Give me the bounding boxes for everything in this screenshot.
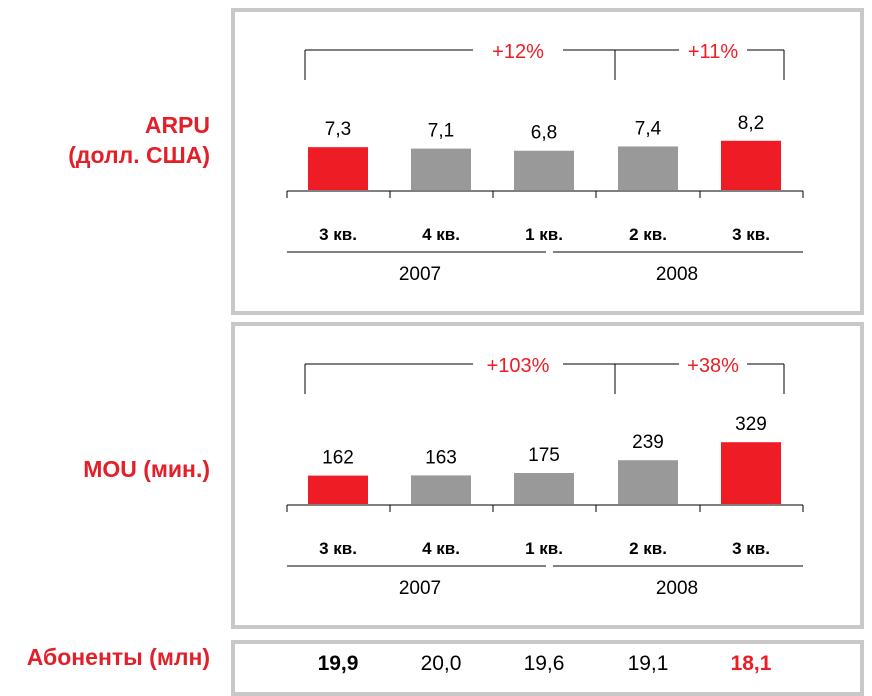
arpu-chart-panel: +12% +11% 7,3 7,1 6,8 7,4 8,2 3 кв. 4 кв. 1 кв. 2 … xyxy=(231,8,864,315)
mou-value-label-1: 163 xyxy=(425,447,457,468)
mou-category-2: 1 кв. xyxy=(525,539,563,558)
arpu-value-label-4: 8,2 xyxy=(738,113,764,134)
subscribers-value-2: 19,6 xyxy=(524,652,565,675)
mou-bar-4 xyxy=(721,442,781,504)
arpu-bar-2 xyxy=(514,150,574,190)
subscribers-row-label: Абоненты (млн) xyxy=(26,644,210,670)
mou-year-label-1: 2008 xyxy=(656,578,698,599)
arpu-bar-1 xyxy=(411,148,471,190)
mou-chart-panel: +103% +38% 162 163 175 239 329 3 кв. 4 кв. 1 кв. 2… xyxy=(231,322,864,629)
subscribers-panel: 19,9 20,0 19,6 19,1 18,1 xyxy=(231,640,864,696)
mou-bar-1 xyxy=(411,475,471,504)
mou-value-label-3: 239 xyxy=(632,432,664,453)
mou-category-3: 2 кв. xyxy=(629,539,667,558)
arpu-year-label-0: 2007 xyxy=(399,264,441,285)
arpu-category-0: 3 кв. xyxy=(319,225,357,244)
mou-growth-label-total: +103% xyxy=(487,355,550,377)
arpu-category-2: 1 кв. xyxy=(525,225,563,244)
mou-value-label-0: 162 xyxy=(322,448,354,469)
arpu-growth-label-total: +12% xyxy=(492,41,544,63)
arpu-row-label: ARPU (долл. США) xyxy=(68,110,210,170)
arpu-label-line2: (долл. США) xyxy=(68,142,210,168)
mou-chart: +103% +38% 162 163 175 239 329 3 кв. 4 кв. 1 кв. 2… xyxy=(286,355,804,599)
arpu-bar-4 xyxy=(721,140,781,190)
mou-value-label-4: 329 xyxy=(735,414,767,435)
arpu-bar-0 xyxy=(308,147,368,190)
arpu-value-label-1: 7,1 xyxy=(428,121,454,142)
arpu-category-1: 4 кв. xyxy=(422,225,460,244)
arpu-value-label-3: 7,4 xyxy=(635,118,662,139)
mou-row-label: MOU (мин.) xyxy=(83,456,210,482)
arpu-year-label-1: 2008 xyxy=(656,264,698,285)
arpu-chart: +12% +11% 7,3 7,1 6,8 7,4 8,2 3 кв. 4 кв. 1 кв. 2 … xyxy=(286,41,804,285)
mou-bar-3 xyxy=(618,460,678,504)
mou-category-4: 3 кв. xyxy=(732,539,770,558)
arpu-bar-3 xyxy=(618,146,678,190)
arpu-value-label-2: 6,8 xyxy=(531,123,557,144)
subscribers-row: 19,9 20,0 19,6 19,1 18,1 xyxy=(318,652,772,675)
mou-growth-label-last: +38% xyxy=(687,355,739,377)
mou-category-1: 4 кв. xyxy=(422,539,460,558)
mou-bar-0 xyxy=(308,475,368,504)
mou-value-label-2: 175 xyxy=(528,445,560,466)
arpu-category-4: 3 кв. xyxy=(732,225,770,244)
subscribers-value-1: 20,0 xyxy=(421,652,462,675)
arpu-label-line1: ARPU xyxy=(144,112,210,138)
subscribers-value-4: 18,1 xyxy=(731,652,772,675)
mou-category-0: 3 кв. xyxy=(319,539,357,558)
subscribers-value-3: 19,1 xyxy=(628,652,669,675)
mou-year-label-0: 2007 xyxy=(399,578,441,599)
mou-bar-2 xyxy=(514,473,574,504)
arpu-value-label-0: 7,3 xyxy=(325,119,351,140)
arpu-category-3: 2 кв. xyxy=(629,225,667,244)
arpu-growth-label-last: +11% xyxy=(688,41,738,63)
subscribers-value-0: 19,9 xyxy=(318,652,359,675)
